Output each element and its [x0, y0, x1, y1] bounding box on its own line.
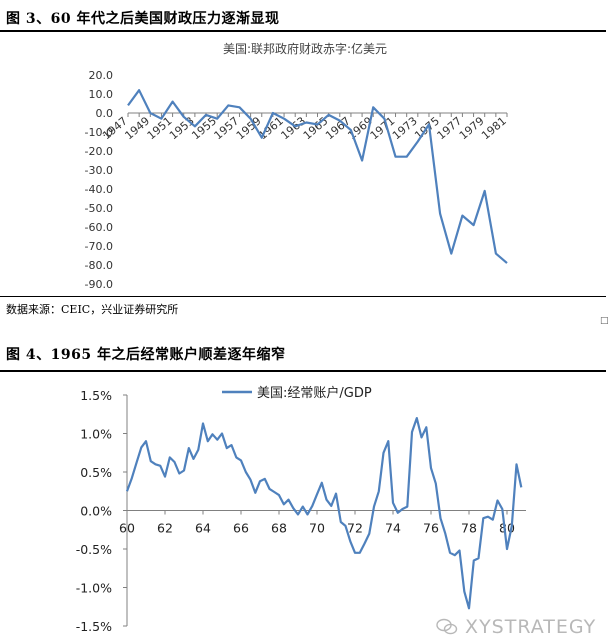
ca-x-tick-label: 68 — [271, 521, 287, 536]
deficit-series-line — [127, 89, 508, 264]
ca-y-tick-label: -1.0% — [76, 581, 112, 596]
ca-x-tick-label: 70 — [309, 521, 325, 536]
figure-3-top-rule — [0, 30, 606, 32]
deficit-chart-title: 美国:联邦政府财政赤字:亿美元 — [223, 41, 387, 56]
legend-label: 美国:经常账户/GDP — [257, 385, 372, 401]
watermark-text: XYSTRATEGY — [465, 616, 597, 638]
deficit-chart: 美国:联邦政府财政赤字:亿美元 20.0 10.0 0.0 -10.0 -20.0 -30… — [85, 41, 509, 291]
ca-y-tick-label: -1.5% — [76, 619, 112, 634]
ca-y-tick-label: 0.0% — [80, 504, 112, 519]
ca-x-tick-label: 76 — [423, 521, 439, 536]
deficit-y-tick-label: -70.0 — [85, 240, 113, 253]
deficit-y-tick-label: 10.0 — [89, 88, 114, 101]
ca-y-tick-label: 1.0% — [80, 427, 112, 442]
ca-x-tick-label: 64 — [195, 521, 211, 536]
deficit-y-tick-label: -60.0 — [85, 221, 113, 234]
current-account-series-line — [125, 417, 523, 610]
figure-4-top-rule — [0, 370, 606, 372]
ca-x-tick-label: 62 — [157, 521, 173, 536]
corner-mark: □ — [600, 316, 609, 326]
deficit-y-tick-label: -50.0 — [85, 202, 113, 215]
deficit-y-tick-label: -90.0 — [85, 278, 113, 291]
ca-y-tick-label: 1.5% — [80, 388, 112, 403]
wechat-icon — [436, 618, 458, 635]
current-account-legend: 美国:经常账户/GDP — [222, 385, 372, 401]
deficit-y-tick-label: -30.0 — [85, 164, 113, 177]
ca-y-tick-label: -0.5% — [76, 542, 112, 557]
deficit-y-tick-label: -80.0 — [85, 259, 113, 272]
deficit-y-tick-label: -40.0 — [85, 183, 113, 196]
ca-x-tick-label: 60 — [119, 521, 135, 536]
deficit-y-tick-label: -20.0 — [85, 145, 113, 158]
figure-3-source: 数据来源：CEIC，兴业证券研究所 — [6, 303, 179, 316]
deficit-y-tick-label: 20.0 — [89, 69, 114, 82]
ca-x-tick-label: 72 — [347, 521, 363, 536]
ca-x-tick-label: 74 — [385, 521, 401, 536]
deficit-y-tick-label: -10.0 — [85, 126, 113, 139]
figure-3-bottom-rule — [0, 296, 606, 297]
figure-3-title: 图 3、60 年代之后美国财政压力逐渐显现 — [6, 11, 280, 27]
ca-x-tick-label: 66 — [233, 521, 249, 536]
figure-4-title: 图 4、1965 年之后经常账户顺差逐年缩窄 — [6, 347, 286, 363]
watermark: XYSTRATEGY — [436, 616, 596, 638]
ca-y-tick-label: 0.5% — [80, 465, 112, 480]
ca-x-tick-label: 78 — [461, 521, 477, 536]
deficit-y-tick-label: 0.0 — [96, 107, 114, 120]
